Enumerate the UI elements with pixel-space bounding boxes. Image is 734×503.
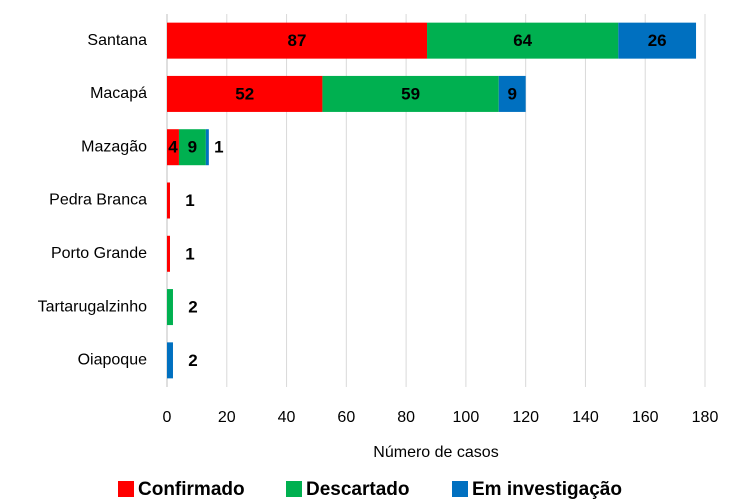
- x-tick-label: 40: [278, 409, 296, 426]
- bar-segment: [618, 22, 697, 59]
- bar-segment: [167, 182, 170, 219]
- bar-segment: [167, 129, 179, 166]
- x-tick-label: 160: [632, 409, 659, 426]
- bar-segment: [322, 75, 499, 112]
- value-label: 64: [513, 31, 532, 50]
- y-tick-label: Oiapoque: [78, 352, 147, 369]
- bar-segment: [167, 75, 323, 112]
- legend-swatch: [286, 481, 302, 497]
- y-tick-label: Mazagão: [81, 138, 147, 155]
- x-axis-label: Número de casos: [373, 444, 498, 461]
- y-tick-label: Santana: [87, 32, 147, 49]
- x-tick-label: 20: [218, 409, 236, 426]
- legend-swatch: [118, 481, 134, 497]
- bar-segment: [167, 289, 173, 326]
- x-tick-label: 140: [572, 409, 599, 426]
- y-tick-label: Pedra Branca: [49, 192, 147, 209]
- x-tick-label: 60: [337, 409, 355, 426]
- value-label: 2: [188, 298, 197, 317]
- legend-label: Confirmado: [138, 479, 245, 500]
- value-label: 1: [214, 138, 223, 157]
- x-tick-label: 180: [692, 409, 719, 426]
- value-label: 1: [185, 244, 194, 263]
- x-tick-label: 0: [163, 409, 172, 426]
- value-label: 9: [188, 138, 197, 157]
- bar-segment: [498, 75, 526, 112]
- y-tick-label: Porto Grande: [51, 245, 147, 262]
- value-label: 87: [288, 31, 307, 50]
- legend-label: Descartado: [306, 479, 410, 500]
- y-tick-label: Tartarugalzinho: [38, 298, 148, 315]
- bar-segment: [167, 22, 428, 59]
- x-tick-label: 80: [397, 409, 415, 426]
- value-label: 52: [235, 84, 254, 103]
- x-tick-label: 120: [512, 409, 539, 426]
- value-label: 2: [188, 351, 197, 370]
- bar-segment: [427, 22, 619, 59]
- legend-label: Em investigação: [472, 479, 622, 500]
- bar-segment: [178, 129, 206, 166]
- bar-segment: [167, 342, 173, 379]
- value-label: 26: [648, 31, 667, 50]
- x-tick-label: 100: [453, 409, 480, 426]
- bar-segment: [167, 235, 170, 272]
- value-label: 4: [168, 138, 178, 157]
- value-label: 59: [401, 84, 420, 103]
- value-label: 1: [185, 191, 194, 210]
- y-tick-label: Macapá: [90, 85, 147, 102]
- value-label: 9: [507, 84, 516, 103]
- bar-segment: [205, 129, 209, 166]
- legend-swatch: [452, 481, 468, 497]
